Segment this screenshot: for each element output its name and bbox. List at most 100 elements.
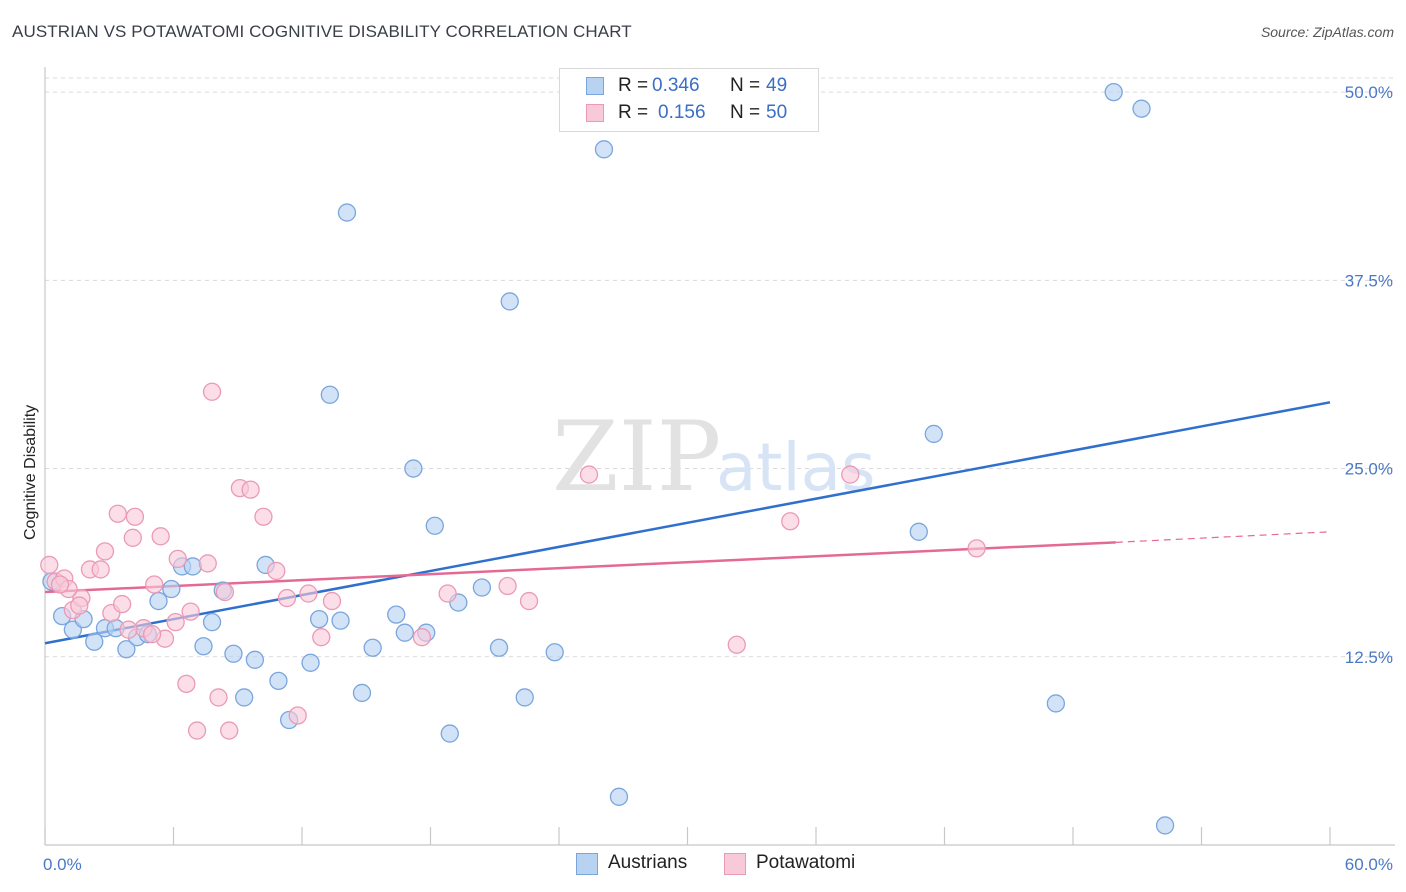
legend-swatch-potawatomi (586, 104, 604, 122)
austrians-point (489, 638, 509, 657)
austrians-point (425, 516, 444, 535)
austrians-point (609, 787, 629, 806)
legend-swatch-potawatomi (724, 853, 746, 875)
potawatomi-point (215, 582, 235, 602)
potawatomi-point (70, 596, 89, 615)
legend-label-potawatomi: Potawatomi (756, 852, 856, 873)
austrians-point (404, 459, 423, 478)
potawatomi-trendline-extension (1115, 531, 1331, 543)
potawatomi-point (91, 560, 110, 579)
austrians-point (1104, 82, 1123, 102)
austrians-point (924, 424, 943, 444)
austrians-point (1132, 99, 1151, 118)
x-tick-label-min: 0.0% (43, 855, 82, 874)
legend-swatch-austrians (586, 77, 604, 95)
grid-layer (45, 77, 1395, 658)
austrians-point (202, 612, 222, 632)
potawatomi-point (168, 549, 187, 569)
austrians-point (331, 611, 350, 630)
y-tick-label: 37.5% (1345, 271, 1393, 290)
austrians-point (85, 632, 104, 651)
potawatomi-point (50, 575, 70, 594)
potawatomi-point (438, 584, 457, 603)
potawatomi-point (781, 512, 800, 531)
potawatomi-point (277, 588, 297, 608)
potawatomi-point (322, 591, 342, 611)
austrians-point (320, 385, 339, 404)
austrians-point (337, 203, 357, 222)
potawatomi-point (202, 382, 222, 401)
potawatomi-point (166, 612, 185, 632)
austrians-point (500, 292, 519, 311)
legend-label-austrians: Austrians (608, 852, 688, 873)
potawatomi-point (40, 555, 59, 575)
potawatomi-point (312, 628, 331, 647)
austrians-point (545, 643, 564, 662)
legend-n-label: N = (730, 75, 761, 96)
potawatomi-point (123, 528, 142, 547)
source-label: Source: ZipAtlas.com (1260, 24, 1394, 40)
austrians-point (301, 653, 320, 672)
potawatomi-point (267, 561, 286, 581)
austrians-point (269, 671, 288, 691)
potawatomi-point (177, 674, 196, 694)
austrians-trendline (44, 401, 1331, 645)
legend-n-value: 49 (766, 75, 788, 96)
watermark: ZIP atlas (552, 401, 876, 513)
austrians-point (387, 605, 406, 624)
austrians-point (1046, 694, 1066, 713)
potawatomi-point (145, 575, 164, 594)
y-tick-label: 50.0% (1345, 83, 1393, 102)
austrians-point (149, 591, 168, 611)
y-tick-label: 12.5% (1345, 648, 1393, 667)
potawatomi-point (254, 507, 273, 526)
potawatomi-point (209, 688, 228, 707)
austrians-point (363, 638, 382, 657)
potawatomi-point (198, 554, 217, 573)
austrians-point (472, 578, 492, 597)
legend-r-value: 0.156 (658, 102, 706, 123)
stats-legend: R = 0.346 N = 49 R = 0.156 N = 50 (559, 68, 819, 132)
potawatomi-point (967, 539, 986, 558)
austrians-point (440, 724, 459, 743)
austrians-point (309, 609, 329, 629)
austrians-point (352, 683, 372, 703)
potawatomi-point (299, 584, 318, 603)
potawatomi-point (412, 628, 432, 647)
potawatomi-point (220, 721, 239, 740)
chart-title: AUSTRIAN VS POTAWATOMI COGNITIVE DISABIL… (12, 22, 632, 41)
legend-swatch-austrians (576, 853, 598, 875)
potawatomi-point (119, 620, 138, 639)
potawatomi-point (841, 465, 860, 484)
y-tick-label: 25.0% (1345, 460, 1393, 479)
potawatomi-point (108, 504, 127, 523)
points-layer (40, 82, 1175, 835)
austrians-point (909, 522, 928, 541)
legend-r-label: R = (618, 102, 649, 123)
potawatomi-point (241, 480, 260, 499)
austrians-point (235, 688, 254, 707)
legend-n-label: N = (730, 102, 761, 123)
potawatomi-point (112, 594, 132, 614)
legend-r-label: R = (618, 75, 649, 96)
austrians-point (117, 640, 136, 659)
potawatomi-point (579, 465, 599, 484)
potawatomi-point (151, 527, 170, 546)
austrians-point (224, 644, 243, 663)
austrians-point (594, 140, 614, 159)
legend-n-value: 50 (766, 102, 788, 123)
potawatomi-point (125, 507, 145, 526)
potawatomi-point (288, 706, 307, 725)
legend-r-value: 0.346 (652, 75, 700, 96)
potawatomi-point (187, 721, 207, 740)
watermark-zip: ZIP (552, 401, 721, 513)
potawatomi-point (498, 576, 517, 596)
potawatomi-point (181, 602, 200, 621)
potawatomi-point (95, 542, 115, 561)
austrians-point (1155, 816, 1175, 835)
potawatomi-point (142, 625, 162, 644)
potawatomi-point (727, 635, 746, 654)
potawatomi-point (519, 591, 539, 611)
x-tick-label-max: 60.0% (1345, 855, 1393, 874)
